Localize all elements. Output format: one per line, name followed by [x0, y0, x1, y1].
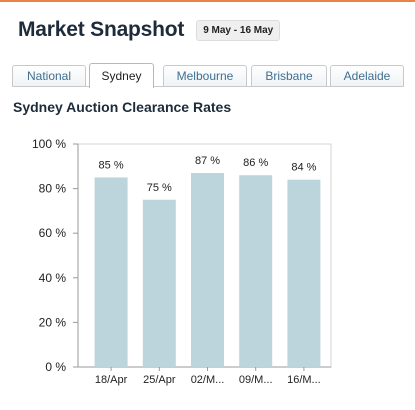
page-header: Market Snapshot 9 May - 16 May: [18, 18, 281, 42]
tab-baseline: [12, 86, 404, 87]
data-label-2: 75 %: [147, 182, 172, 194]
y-tick-label: 0 %: [45, 360, 66, 374]
tab-brisbane[interactable]: Brisbane: [251, 65, 327, 86]
tab-adelaide[interactable]: Adelaide: [330, 65, 404, 86]
data-labels: 85 % 75 % 87 % 86 % 84 %: [99, 155, 317, 194]
bar-3: [191, 172, 224, 367]
x-tick-label-5: 16/M...: [287, 374, 321, 386]
data-label-5: 84 %: [291, 162, 316, 174]
date-range-badge: 9 May - 16 May: [196, 19, 281, 41]
bar-2: [142, 199, 176, 367]
x-tick-label-2: 25/Apr: [143, 374, 176, 386]
y-tick-label: 100 %: [32, 137, 66, 151]
y-tick-label: 60 %: [39, 226, 67, 240]
tab-sydney[interactable]: Sydney: [89, 63, 154, 88]
x-tick-label-3: 02/M...: [191, 374, 225, 386]
x-axis: 18/Apr 25/Apr 02/M... 09/M... 16/M...: [95, 367, 321, 386]
city-tabs: National Sydney Melbourne Brisbane Adela…: [12, 63, 404, 88]
chart-title: Sydney Auction Clearance Rates: [13, 99, 232, 115]
page-title: Market Snapshot: [18, 18, 185, 41]
bar-1: [94, 177, 128, 367]
data-label-3: 87 %: [195, 155, 220, 167]
bars: [94, 172, 321, 367]
top-accent-rule: [0, 0, 415, 2]
bar-5: [287, 179, 321, 367]
x-tick-label-4: 09/M...: [239, 374, 273, 386]
y-tick-label: 80 %: [39, 182, 67, 196]
y-tick-label: 40 %: [39, 271, 67, 285]
data-label-4: 86 %: [243, 157, 268, 169]
y-tick-label: 20 %: [39, 315, 67, 329]
tab-national[interactable]: National: [12, 65, 86, 86]
tab-melbourne[interactable]: Melbourne: [163, 65, 247, 86]
y-axis: 0 % 20 % 40 % 60 % 80 % 100 %: [32, 137, 78, 374]
x-tick-label-1: 18/Apr: [95, 374, 128, 386]
bar-4: [239, 175, 273, 367]
data-label-1: 85 %: [99, 159, 124, 171]
